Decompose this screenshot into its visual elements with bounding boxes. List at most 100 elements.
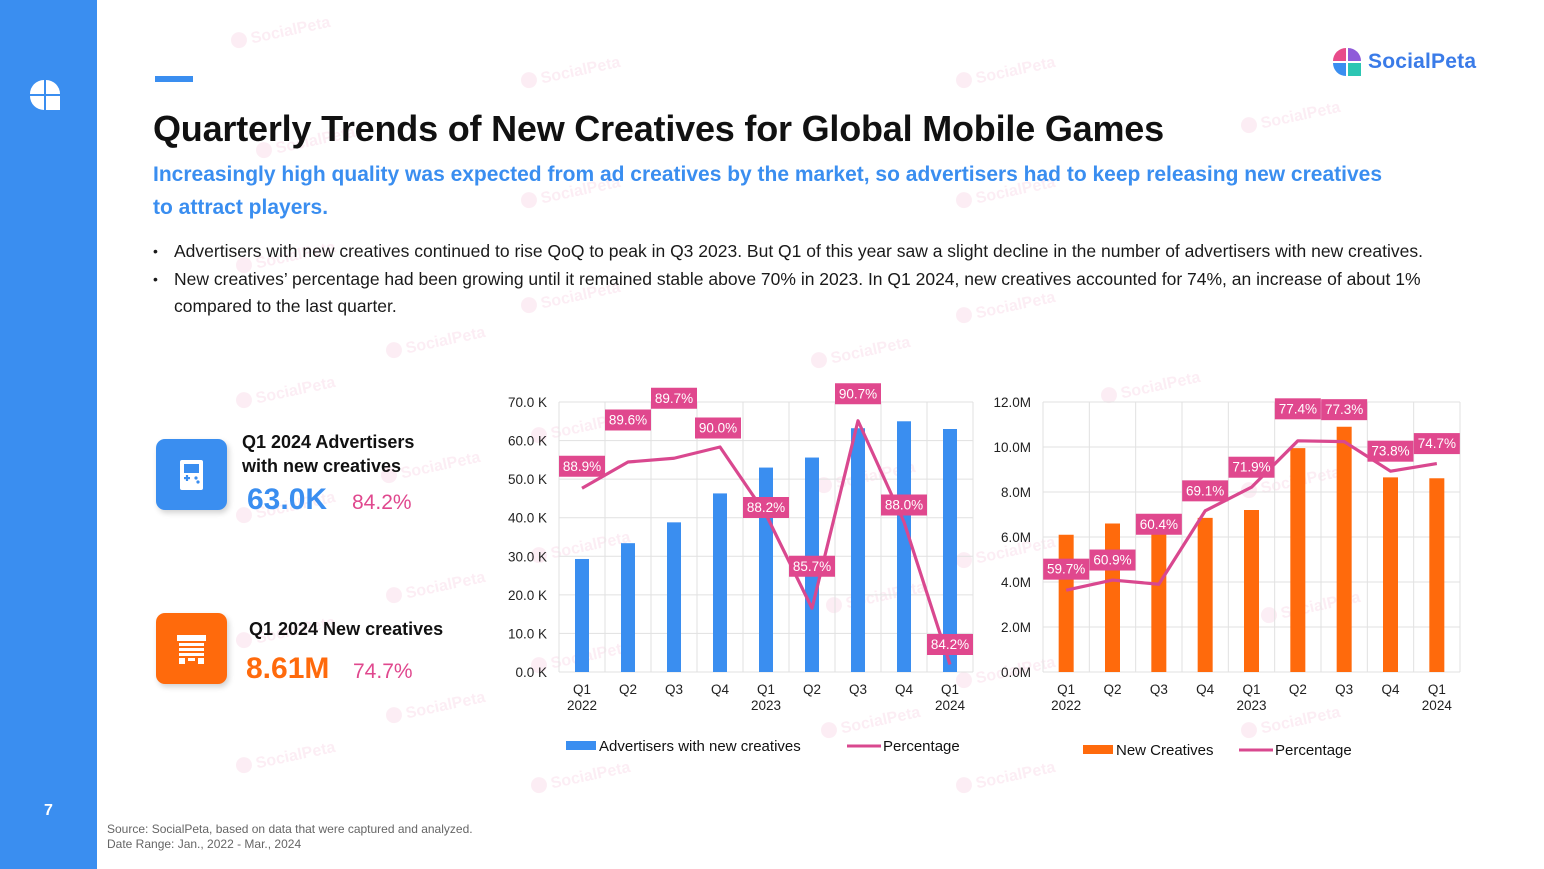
percentage-data-label: 90.7% [835, 383, 881, 405]
kpi-advertisers-label-2: with new creatives [242, 456, 402, 476]
percentage-data-label: 74.7% [1413, 433, 1460, 455]
kpi-creatives-icon-tile [156, 613, 227, 684]
percentage-data-label: 77.3% [1321, 399, 1368, 421]
percentage-data-label: 89.6% [605, 409, 651, 431]
percentage-data-label: 88.9% [559, 455, 605, 477]
x-tick-label: Q3 [849, 682, 867, 697]
x-tick-label: 2024 [935, 698, 966, 713]
percentage-data-label: 71.9% [1228, 456, 1275, 478]
bar [1383, 477, 1398, 672]
percentage-data-label: 90.0% [695, 417, 741, 439]
data-label-bg [1228, 456, 1275, 478]
data-label-bg [651, 387, 697, 409]
y-tick-label: 50.0 K [508, 472, 547, 487]
bar [621, 543, 635, 672]
data-label-text: 89.6% [609, 413, 647, 428]
data-label-bg [1367, 440, 1414, 462]
percentage-data-label: 59.7% [1043, 558, 1090, 580]
bar [1290, 448, 1306, 672]
x-tick-label: Q2 [1103, 682, 1121, 697]
data-label-bg [743, 497, 789, 518]
kpi-creatives-pct: 74.7% [353, 660, 413, 683]
y-tick-label: 10.0 K [508, 626, 547, 641]
data-label-text: 88.0% [885, 498, 923, 513]
data-label-text: 60.9% [1093, 553, 1131, 568]
y-tick-label: 12.0M [993, 395, 1031, 410]
data-label-text: 59.7% [1047, 562, 1085, 577]
kpi-advertisers-label-1: Q1 2024 Advertisers [242, 432, 415, 452]
bar [1105, 523, 1120, 672]
data-label-text: 77.4% [1279, 401, 1317, 416]
page-subtitle: Increasingly high quality was expected f… [153, 163, 1383, 219]
y-tick-label: 40.0 K [508, 511, 547, 526]
bar [713, 493, 727, 672]
data-label-text: 84.2% [931, 637, 969, 652]
x-tick-label: Q1 [1242, 682, 1260, 697]
data-label-text: 90.0% [699, 421, 737, 436]
data-label-bg [1089, 549, 1136, 571]
y-tick-label: 2.0M [1001, 620, 1031, 635]
chart-1: 0.0 K 10.0 K 20.0 K 30.0 K 40.0 K 50.0 K 60.0 … [508, 383, 974, 755]
x-tick-label: Q1 [1057, 682, 1075, 697]
data-label-bg [1135, 513, 1182, 535]
percentage-data-label: 73.8% [1367, 440, 1414, 462]
data-label-text: 77.3% [1325, 402, 1363, 417]
x-tick-label: Q1 [757, 682, 775, 697]
source-note: Source: SocialPeta, based on data that w… [107, 822, 473, 852]
date-range-line: Date Range: Jan., 2022 - Mar., 2024 [107, 837, 302, 851]
data-label-bg [559, 455, 605, 477]
source-line: Source: SocialPeta, based on data that w… [107, 822, 473, 836]
x-tick-label: Q1 [941, 682, 959, 697]
storefront-icon [177, 635, 206, 664]
legend-swatch-bar [1083, 745, 1113, 754]
x-tick-label: 2024 [1422, 698, 1453, 713]
percentage-data-label: 60.9% [1089, 549, 1136, 571]
y-tick-label: 0.0M [1001, 665, 1031, 680]
x-tick-label: Q1 [573, 682, 591, 697]
x-tick-label: Q4 [711, 682, 730, 697]
percentage-data-label: 89.7% [651, 387, 697, 409]
page-title: Quarterly Trends of New Creatives for Gl… [153, 108, 1164, 149]
app-logo-icon [30, 80, 60, 110]
brand-name: SocialPeta [1368, 50, 1477, 73]
percentage-data-label: 60.4% [1135, 513, 1182, 535]
data-label-text: 71.9% [1232, 460, 1270, 475]
page-number: 7 [44, 802, 53, 819]
data-label-bg [1182, 480, 1229, 502]
bar [667, 522, 681, 672]
data-label-text: 73.8% [1371, 444, 1409, 459]
title-accent-bar [155, 76, 193, 82]
x-tick-label: 2022 [1051, 698, 1081, 713]
data-label-bg [927, 634, 973, 655]
data-label-bg [881, 494, 927, 516]
kpi-creatives-value: 8.61M [246, 652, 330, 685]
data-label-text: 85.7% [793, 559, 831, 574]
y-tick-label: 20.0 K [508, 588, 547, 603]
bar [1058, 534, 1074, 672]
x-tick-label: Q1 [1428, 682, 1446, 697]
x-tick-label: Q2 [619, 682, 637, 697]
x-tick-label: 2022 [567, 698, 597, 713]
data-label-text: 69.1% [1186, 483, 1224, 498]
y-tick-label: 8.0M [1001, 485, 1031, 500]
bar [1429, 478, 1445, 672]
bar [1151, 521, 1167, 672]
data-label-bg [1413, 433, 1460, 455]
legend-label: Advertisers with new creatives [599, 738, 801, 755]
percentage-data-label: 77.4% [1274, 398, 1321, 420]
data-label-bg [695, 417, 741, 439]
bar [943, 429, 957, 672]
x-tick-label: Q2 [803, 682, 821, 697]
percentage-data-label: 85.7% [789, 555, 835, 577]
x-tick-label: Q3 [665, 682, 683, 697]
data-label-bg [1321, 399, 1368, 421]
data-label-text: 90.7% [839, 386, 877, 401]
x-tick-label: Q4 [1196, 682, 1215, 697]
y-tick-label: 30.0 K [508, 549, 547, 564]
data-label-text: 74.7% [1418, 436, 1456, 451]
chart-legend: Advertisers with new creatives Percentage [566, 738, 960, 755]
chart-legend: New Creatives Percentage [1083, 742, 1352, 759]
x-tick-label: Q4 [1381, 682, 1400, 697]
percentage-data-label: 88.0% [881, 494, 927, 516]
